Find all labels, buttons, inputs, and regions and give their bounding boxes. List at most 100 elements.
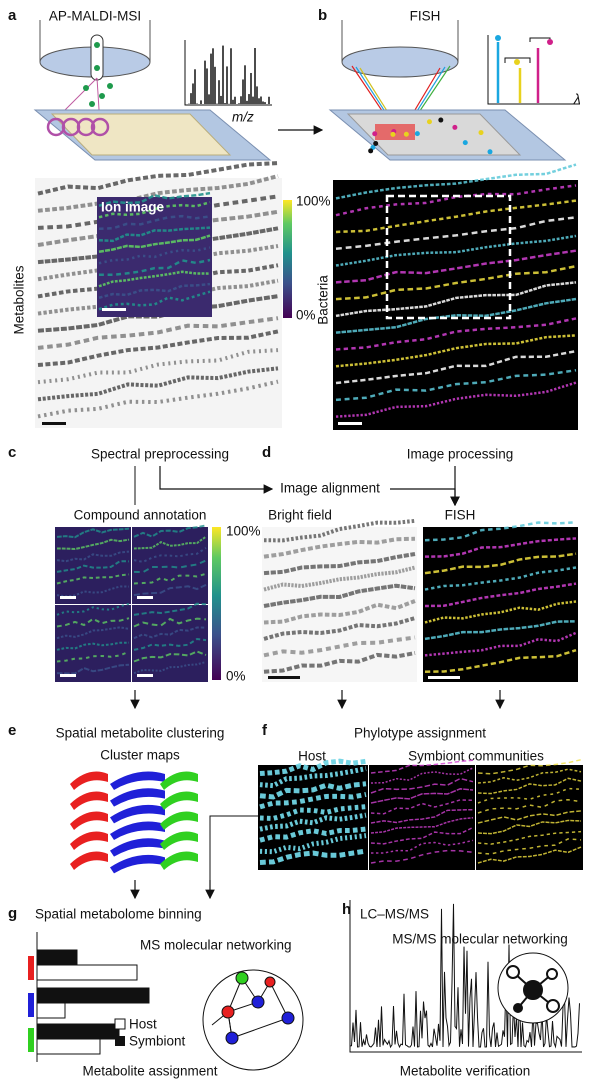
texture bbox=[137, 674, 153, 677]
texture bbox=[133, 637, 207, 651]
cluster-key bbox=[28, 993, 34, 1017]
scale-bar bbox=[428, 676, 460, 679]
ion-texture bbox=[98, 191, 211, 311]
texture bbox=[335, 264, 577, 301]
texture bbox=[370, 816, 474, 834]
texture bbox=[335, 381, 577, 418]
texture bbox=[370, 849, 474, 864]
texture bbox=[263, 583, 416, 608]
texture bbox=[259, 791, 367, 810]
side-label: Bacteria bbox=[316, 275, 331, 325]
texture bbox=[70, 831, 108, 850]
cluster-map bbox=[70, 771, 198, 874]
texture bbox=[335, 234, 577, 267]
texture bbox=[37, 329, 279, 367]
texture bbox=[70, 851, 108, 870]
texture bbox=[424, 600, 577, 624]
texture bbox=[424, 631, 577, 657]
connector bbox=[209, 815, 258, 895]
texture bbox=[37, 226, 279, 265]
bin-bars bbox=[36, 949, 150, 1055]
texture bbox=[160, 811, 198, 830]
ions bbox=[83, 42, 113, 107]
texture bbox=[133, 559, 207, 574]
texture bbox=[424, 537, 577, 558]
legend-swatch bbox=[115, 1036, 125, 1046]
network bbox=[211, 971, 295, 1045]
texture bbox=[137, 596, 153, 599]
colorbar-max: 100% bbox=[226, 524, 261, 539]
texture bbox=[56, 663, 130, 675]
texture bbox=[263, 565, 416, 592]
texture bbox=[133, 661, 207, 675]
texture bbox=[98, 270, 211, 288]
tissue bbox=[50, 113, 232, 156]
texture bbox=[37, 316, 279, 350]
texture bbox=[462, 140, 468, 146]
texture bbox=[370, 808, 474, 824]
texture bbox=[263, 599, 416, 625]
texture bbox=[424, 566, 577, 591]
step-title: Spatial metabolite clustering bbox=[56, 726, 225, 741]
texture bbox=[56, 641, 130, 651]
panel-label: d bbox=[262, 444, 271, 461]
texture bbox=[370, 839, 474, 854]
network bbox=[506, 965, 560, 1013]
texture bbox=[56, 626, 130, 640]
texture bbox=[98, 226, 211, 243]
texture bbox=[56, 602, 130, 616]
texture bbox=[477, 830, 582, 845]
ablation-spots bbox=[46, 117, 110, 137]
texture bbox=[110, 804, 165, 824]
panel-title: AP-MALDI-MSI bbox=[49, 9, 141, 24]
image-title: Bright field bbox=[268, 508, 332, 523]
capillary bbox=[90, 34, 104, 81]
symbiont-image bbox=[476, 765, 583, 870]
texture bbox=[426, 119, 432, 125]
texture bbox=[335, 297, 577, 334]
step-title: Spatial metabolome binning bbox=[35, 907, 202, 922]
colorbar bbox=[212, 527, 221, 680]
texture bbox=[37, 161, 279, 196]
texture bbox=[335, 281, 577, 318]
arrow bbox=[390, 488, 460, 507]
texture bbox=[477, 777, 582, 795]
texture bbox=[477, 787, 582, 804]
texture bbox=[133, 650, 207, 663]
cluster-key bbox=[28, 1028, 34, 1052]
texture bbox=[132, 527, 208, 604]
texture bbox=[60, 674, 76, 677]
texture bbox=[55, 527, 131, 604]
mass-spectrum bbox=[184, 40, 272, 106]
image-title: Symbiont communities bbox=[408, 749, 544, 764]
panel-label: e bbox=[8, 722, 16, 739]
footer: Metabolite assignment bbox=[82, 1064, 217, 1079]
cluster-key bbox=[28, 956, 34, 980]
texture bbox=[160, 791, 198, 810]
texture bbox=[37, 366, 279, 402]
texture bbox=[56, 550, 130, 563]
panel-label: h bbox=[342, 901, 351, 918]
texture bbox=[98, 246, 211, 265]
texture bbox=[110, 854, 165, 874]
legend-swatch bbox=[114, 1018, 126, 1030]
scale-bar bbox=[338, 422, 362, 425]
footer: Metabolite verification bbox=[400, 1064, 531, 1079]
colorbar-min: 0% bbox=[296, 308, 316, 323]
texture bbox=[477, 758, 582, 775]
panel-label: a bbox=[8, 7, 17, 24]
texture bbox=[373, 140, 379, 146]
texture bbox=[133, 617, 207, 628]
texture bbox=[403, 131, 409, 137]
texture bbox=[335, 368, 577, 402]
inset-label: Ion image bbox=[101, 200, 165, 215]
texture bbox=[70, 771, 108, 790]
texture bbox=[259, 812, 367, 832]
texture bbox=[110, 771, 165, 790]
scale-bar bbox=[42, 422, 66, 425]
texture bbox=[477, 819, 582, 835]
texture bbox=[259, 781, 367, 800]
texture bbox=[424, 582, 577, 608]
axis-label: m/z bbox=[232, 110, 254, 125]
texture bbox=[349, 903, 580, 1050]
